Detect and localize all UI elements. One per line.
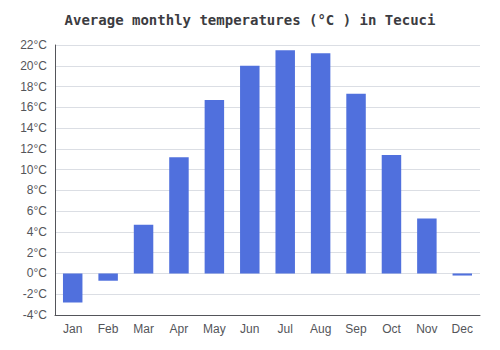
svg-text:Jun: Jun [240,322,259,336]
svg-text:4°C: 4°C [27,225,47,239]
svg-text:Sep: Sep [345,322,367,336]
svg-text:Apr: Apr [170,322,189,336]
svg-text:Feb: Feb [98,322,119,336]
svg-text:12°C: 12°C [20,142,47,156]
svg-text:Jan: Jan [63,322,82,336]
svg-text:0°C: 0°C [27,266,47,280]
svg-text:8°C: 8°C [27,183,47,197]
svg-text:16°C: 16°C [20,100,47,114]
svg-text:14°C: 14°C [20,121,47,135]
svg-text:Jul: Jul [278,322,293,336]
svg-text:Average monthly temperatures (: Average monthly temperatures (°C ) in Te… [65,12,436,28]
svg-text:22°C: 22°C [20,38,47,52]
svg-text:18°C: 18°C [20,80,47,94]
svg-text:-4°C: -4°C [23,308,47,322]
svg-text:20°C: 20°C [20,59,47,73]
svg-text:10°C: 10°C [20,163,47,177]
svg-text:2°C: 2°C [27,246,47,260]
svg-text:-2°C: -2°C [23,287,47,301]
svg-text:May: May [203,322,226,336]
svg-text:6°C: 6°C [27,204,47,218]
svg-text:Aug: Aug [310,322,331,336]
svg-text:Dec: Dec [452,322,473,336]
svg-text:Mar: Mar [133,322,154,336]
svg-text:Oct: Oct [382,322,401,336]
svg-text:Nov: Nov [416,322,437,336]
